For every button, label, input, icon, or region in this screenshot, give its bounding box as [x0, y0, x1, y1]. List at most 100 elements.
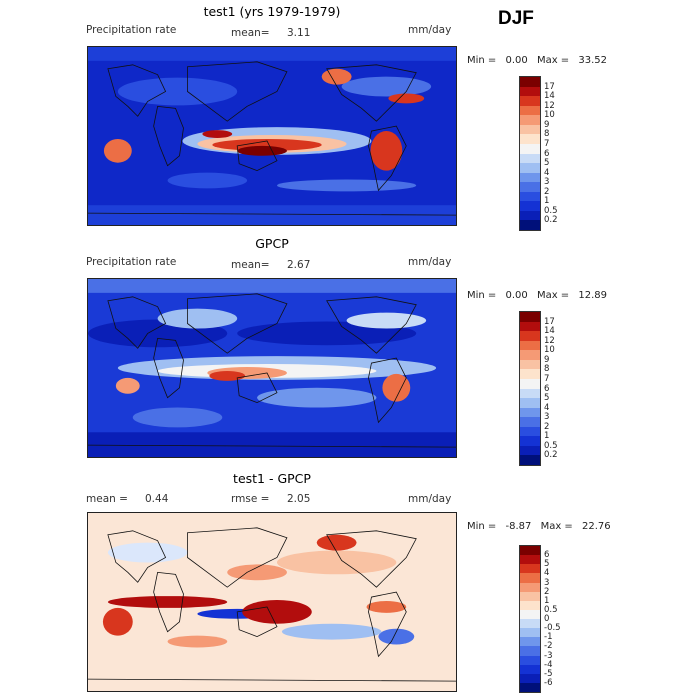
panel-1-max-value: 33.52 [578, 55, 608, 66]
panel-2-colorbar: 17 14 12 10 9 8 7 6 5 4 3 2 1 0.5 0.2 [519, 311, 558, 466]
colorbar-swatch [520, 210, 540, 221]
colorbar-swatch [520, 582, 540, 592]
colorbar-swatch [520, 350, 540, 360]
colorbar-swatch [520, 426, 540, 437]
colorbar-swatch [520, 201, 540, 211]
colorbar-swatch [520, 369, 540, 379]
colorbar-swatch [520, 331, 540, 341]
colorbar-tick-label: 1 [544, 431, 550, 442]
colorbar-tick-label: -1 [544, 632, 553, 643]
colorbar-tick-label: 17 [544, 81, 555, 92]
panel-3-rmse-label: rmse = [231, 493, 270, 505]
panel-2-map [87, 278, 457, 458]
colorbar-tick-label: 6 [544, 148, 550, 159]
colorbar-tick-label: 12 [544, 100, 555, 111]
colorbar-swatch [520, 143, 540, 154]
panel-3-max-label: Max = [540, 521, 573, 532]
colorbar-swatch [520, 220, 540, 230]
colorbar-swatch [520, 655, 540, 665]
colorbar-swatch [520, 455, 540, 465]
colorbar-swatch [520, 115, 540, 125]
colorbar-tick-label: -3 [544, 650, 553, 661]
panel-1-min-max: Min = 0.00 Max = 33.52 [467, 55, 613, 66]
colorbar-swatch [520, 359, 540, 370]
colorbar-swatch [520, 96, 540, 106]
colorbar-swatch [520, 546, 540, 556]
panel-1-min-label: Min = [467, 55, 497, 66]
colorbar-tick-label: 6 [544, 383, 550, 394]
colorbar-swatch [520, 105, 540, 116]
colorbar-tick-label: 1 [544, 595, 550, 606]
panel-3-title: test1 - GPCP [233, 471, 311, 486]
panel-3-rmse-value: 2.05 [287, 493, 311, 505]
panel-2-mean-label: mean= [231, 259, 270, 271]
colorbar-swatch [520, 77, 540, 87]
panel-3-min-value: -8.87 [505, 521, 532, 532]
colorbar-tick-label: 2 [544, 186, 550, 197]
colorbar-swatch [520, 564, 540, 574]
panel-3-max-value: 22.76 [581, 521, 611, 532]
panel-3-field [88, 534, 456, 691]
colorbar-tick-label: 10 [544, 345, 555, 356]
panel-2-variable-label: Precipitation rate [86, 256, 177, 268]
colorbar-swatch [520, 436, 540, 446]
panel-1-max-label: Max = [536, 55, 570, 66]
colorbar-swatch [520, 340, 540, 351]
colorbar-swatch [520, 637, 540, 647]
panel-1-colorbar: 17 14 12 10 9 8 7 6 5 4 3 2 1 0.5 0.2 [519, 76, 558, 231]
colorbar-tick-label: -4 [544, 659, 553, 670]
colorbar-tick-label: 3 [544, 412, 550, 423]
colorbar-tick-label: 3 [544, 577, 550, 588]
colorbar-tick-label: 2 [544, 586, 550, 597]
colorbar-swatch [520, 191, 540, 202]
colorbar-tick-label: 1 [544, 196, 550, 207]
panel-1-mean-value: 3.11 [287, 27, 311, 39]
colorbar-tick-label: 8 [544, 129, 550, 140]
colorbar-swatch [520, 619, 540, 629]
panel-2-title: GPCP [255, 236, 289, 251]
colorbar-swatch [520, 609, 540, 619]
colorbar-tick-label: 0.5 [544, 604, 558, 615]
colorbar-swatch [520, 134, 540, 144]
colorbar-tick-label: 3 [544, 177, 550, 188]
colorbar-swatch [520, 600, 540, 610]
colorbar-tick-label: 4 [544, 568, 550, 579]
colorbar-tick-label: -0.5 [544, 623, 561, 634]
panel-3-min-label: Min = [467, 521, 497, 532]
colorbar-swatch [520, 555, 540, 565]
panel-3-min-max: Min = -8.87 Max = 22.76 [467, 521, 617, 532]
panel-1-variable-label: Precipitation rate [86, 24, 177, 36]
panel-2-coastlines [88, 293, 456, 448]
colorbar-tick-label: 8 [544, 364, 550, 375]
panel-1-map [87, 46, 457, 226]
panel-3-units: mm/day [408, 493, 452, 505]
panel-1-title: test1 (yrs 1979-1979) [203, 4, 341, 19]
season-label: DJF [498, 8, 534, 29]
colorbar-tick-label: 0.5 [544, 205, 558, 216]
colorbar-tick-label: 14 [544, 91, 555, 102]
colorbar-swatch [520, 312, 540, 322]
panel-3-map [87, 512, 457, 692]
colorbar-tick-label: 17 [544, 316, 555, 327]
colorbar-tick-label: 6 [544, 550, 550, 561]
colorbar-tick-label: 10 [544, 110, 555, 121]
colorbar-tick-label: 9 [544, 119, 550, 130]
colorbar-swatch [520, 628, 540, 638]
colorbar-swatch [520, 388, 540, 399]
panel-2-field [88, 279, 456, 457]
panel-3-colorbar: 6 5 4 3 2 1 0.5 0 -0.5 -1 -2 -3 -4 -5 -6 [519, 545, 561, 693]
panel-1-min-value: 0.00 [505, 55, 528, 66]
panel-2-max-value: 12.89 [578, 290, 608, 301]
colorbar-tick-label: 0 [544, 614, 550, 624]
colorbar-tick-label: 0.2 [544, 450, 558, 461]
colorbar-tick-label: 0.5 [544, 440, 558, 451]
colorbar-tick-label: -5 [544, 668, 553, 679]
colorbar-tick-label: 2 [544, 421, 550, 432]
colorbar-swatch [520, 172, 540, 183]
panel-1-mean-label: mean= [231, 27, 270, 39]
panel-1-map-svg [88, 47, 456, 225]
colorbar-swatch [520, 591, 540, 601]
panel-1-field [88, 47, 456, 225]
colorbar-swatch [520, 646, 540, 656]
colorbar-tick-label: 5 [544, 393, 550, 404]
